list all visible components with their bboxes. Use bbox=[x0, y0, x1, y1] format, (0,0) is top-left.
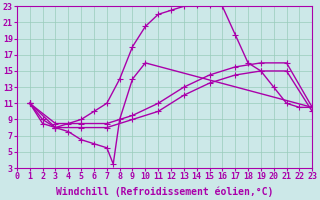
X-axis label: Windchill (Refroidissement éolien,°C): Windchill (Refroidissement éolien,°C) bbox=[56, 187, 273, 197]
